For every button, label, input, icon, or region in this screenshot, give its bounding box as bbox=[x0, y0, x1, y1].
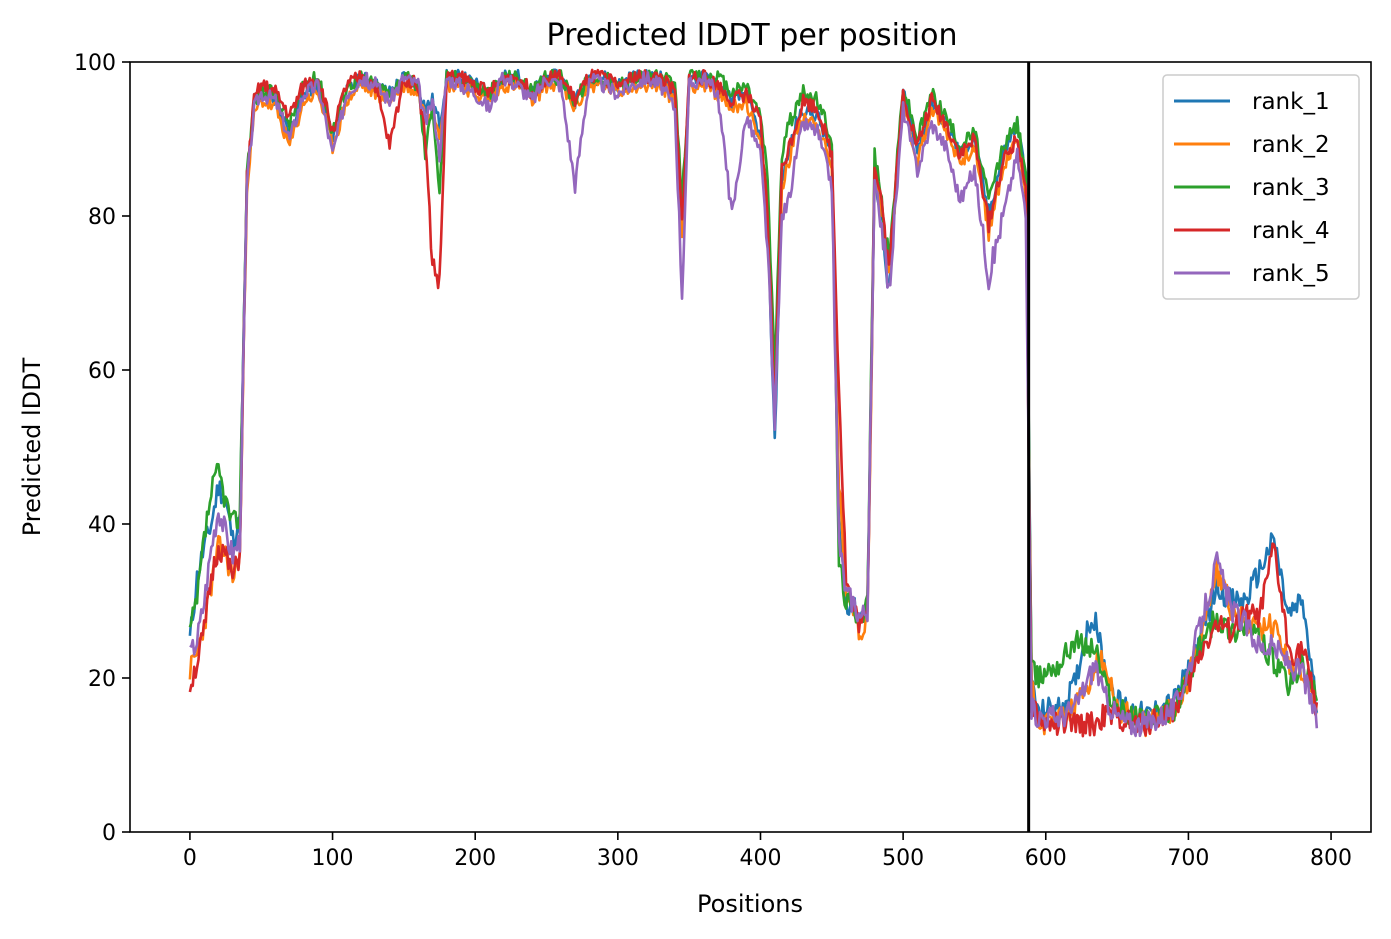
y-tick-label: 0 bbox=[102, 821, 116, 846]
y-tick-label: 80 bbox=[88, 205, 116, 230]
y-axis-label: Predicted lDDT bbox=[18, 357, 46, 536]
legend-label-rank_3: rank_3 bbox=[1252, 175, 1330, 201]
series-layer bbox=[188, 68, 1319, 738]
x-tick-label: 500 bbox=[882, 846, 924, 871]
x-axis-label: Positions bbox=[697, 890, 803, 918]
y-tick-label: 40 bbox=[88, 513, 116, 538]
plot-frame bbox=[129, 61, 1372, 833]
legend-box bbox=[1162, 74, 1360, 300]
x-tick-label: 700 bbox=[1167, 846, 1209, 871]
legend: rank_1 rank_2 rank_3 rank_4 rank_5 bbox=[1162, 74, 1360, 300]
legend-label-rank_1: rank_1 bbox=[1252, 89, 1330, 115]
x-tick-label: 400 bbox=[739, 846, 781, 871]
x-tick-label: 100 bbox=[312, 846, 354, 871]
y-tick-label: 60 bbox=[88, 359, 116, 384]
legend-entries: rank_1 rank_2 rank_3 rank_4 rank_5 bbox=[1174, 89, 1330, 287]
series-line-rank_5 bbox=[189, 70, 1319, 738]
y-tick-label: 20 bbox=[88, 667, 116, 692]
chart-title: Predicted lDDT per position bbox=[547, 18, 958, 53]
x-axis-ticks: 0 100 200 300 400 500 600 700 800 bbox=[183, 832, 1352, 871]
legend-label-rank_5: rank_5 bbox=[1252, 261, 1330, 287]
legend-label-rank_4: rank_4 bbox=[1252, 218, 1330, 244]
x-tick-label: 0 bbox=[183, 846, 197, 871]
legend-label-rank_2: rank_2 bbox=[1252, 132, 1330, 158]
x-tick-label: 200 bbox=[454, 846, 496, 871]
x-tick-label: 600 bbox=[1025, 846, 1067, 871]
y-tick-label: 100 bbox=[74, 51, 116, 76]
x-tick-label: 800 bbox=[1310, 846, 1352, 871]
x-tick-label: 300 bbox=[597, 846, 639, 871]
y-axis-ticks: 0 20 40 60 80 100 bbox=[74, 51, 130, 846]
